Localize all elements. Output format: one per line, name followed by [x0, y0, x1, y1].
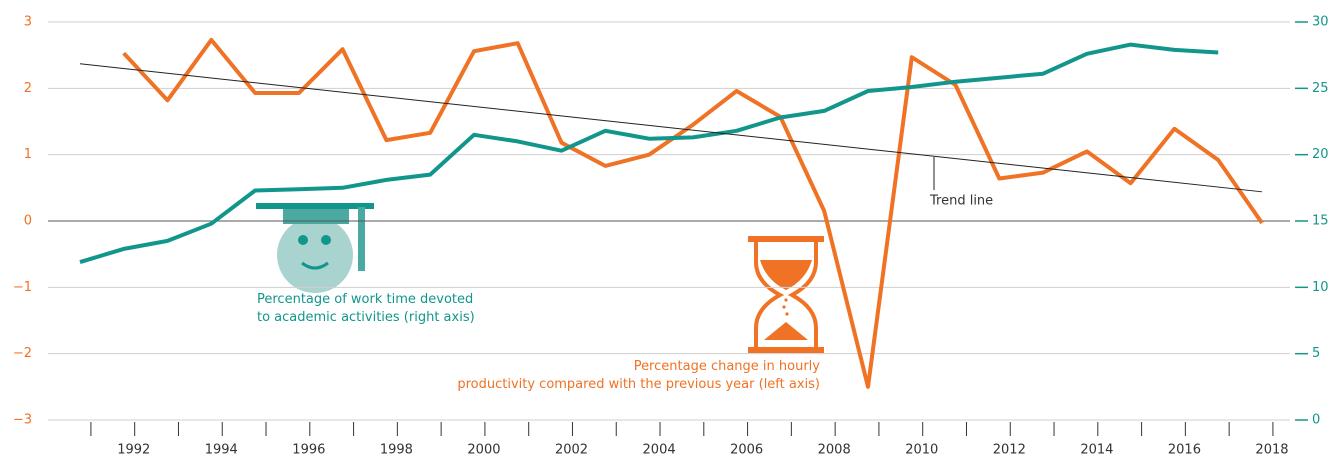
y-tick-label: −2: [13, 346, 32, 361]
trend-label: Trend line: [929, 194, 993, 209]
hourglass-icon: [748, 236, 824, 353]
y-tick-label: 2: [24, 81, 32, 96]
y2-tick-label: 0: [1312, 413, 1320, 428]
series-line: [79, 42, 1219, 265]
x-tick-label: 2018: [1255, 443, 1288, 458]
x-tick-label: 2006: [730, 443, 763, 458]
y2-tick-label: 10: [1312, 280, 1329, 295]
trend-line: [79, 63, 1263, 193]
legend-label-line: Percentage change in hourly: [634, 359, 821, 374]
series-line: [122, 37, 1264, 389]
legend-label: Percentage change in hourly productivity …: [457, 359, 820, 392]
legend-label-line: to academic activities (right axis): [257, 310, 475, 325]
x-tick-label: 1992: [117, 443, 150, 458]
x-tick-label: 2002: [555, 443, 588, 458]
y2-tick-label: 15: [1312, 214, 1329, 229]
y2-tick-label: 20: [1312, 147, 1329, 162]
x-tick-label: 2008: [818, 443, 851, 458]
legend-label-line: productivity compared with the previous …: [457, 377, 820, 392]
x-tick-label: 2004: [643, 443, 676, 458]
graduate-icon: [256, 203, 374, 293]
x-tick-label: 2012: [993, 443, 1026, 458]
y-tick-label: 0: [24, 214, 32, 229]
y-tick-label: 1: [24, 147, 32, 162]
y2-tick-label: 30: [1312, 15, 1329, 30]
x-tick-label: 2000: [467, 443, 500, 458]
x-tick-label: 2016: [1168, 443, 1201, 458]
y-tick-label: −3: [13, 413, 32, 428]
y2-tick-label: 25: [1312, 81, 1329, 96]
y2-tick-label: 5: [1312, 346, 1320, 361]
y-tick-label: −1: [13, 280, 32, 295]
x-tick-label: 2014: [1080, 443, 1113, 458]
x-tick-label: 1998: [380, 443, 413, 458]
x-tick-label: 1996: [292, 443, 325, 458]
y-tick-label: 3: [24, 15, 32, 30]
x-tick-label: 1994: [205, 443, 238, 458]
legend-label-line: Percentage of work time devoted: [257, 292, 477, 307]
x-tick-label: 2010: [905, 443, 938, 458]
legend-label: Percentage of work time devoted to acade…: [257, 292, 477, 325]
